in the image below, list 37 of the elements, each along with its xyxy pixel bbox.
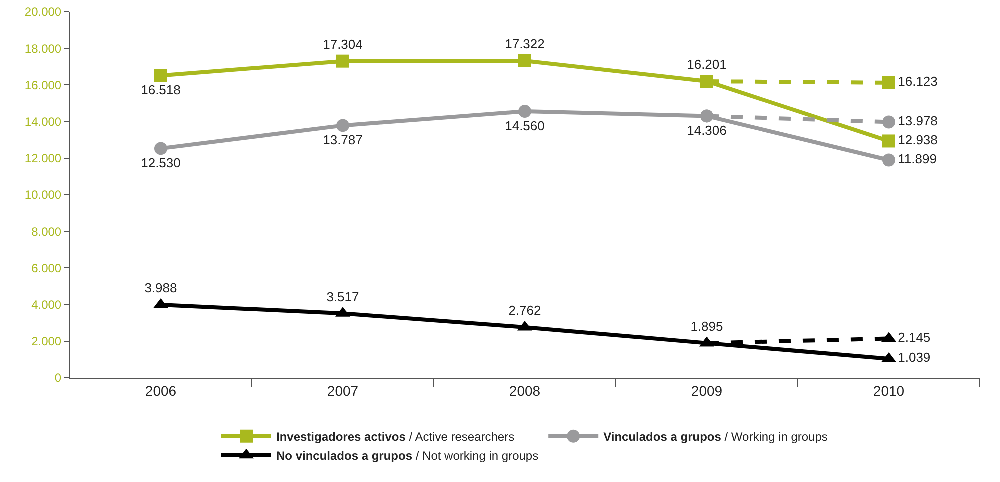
data-label: 11.899: [898, 152, 937, 166]
data-label: 14.306: [687, 123, 727, 138]
data-label: 13.978: [898, 113, 938, 128]
data-label: 17.304: [323, 36, 363, 52]
data-label: 2.145: [898, 330, 931, 345]
data-label: 1.895: [690, 318, 724, 334]
data-label: 16.201: [687, 57, 727, 72]
data-label: 17.322: [505, 36, 545, 52]
x-tick-label: 2007: [327, 382, 359, 399]
data-label: 1.039: [898, 350, 931, 366]
y-tick-label: 14.000: [24, 115, 62, 129]
y-tick-label: 10.000: [24, 188, 62, 202]
y-tick-label: 4.000: [32, 298, 62, 312]
x-tick-label: 2010: [873, 382, 905, 399]
data-label: 14.560: [505, 118, 545, 134]
y-tick-label: 6.000: [32, 261, 62, 276]
data-label: 16.518: [141, 82, 181, 98]
y-tick-label: 12.000: [24, 152, 62, 166]
legend-label: Investigadores activos / Active researchers: [276, 430, 515, 444]
y-tick-label: 18.000: [24, 42, 62, 56]
data-label: 3.517: [326, 289, 360, 304]
data-label: 12.938: [898, 132, 938, 148]
y-tick-label: 16.000: [24, 78, 62, 92]
data-label: 3.988: [144, 280, 178, 296]
legend-label: Vinculados a grupos / Working in groups: [604, 430, 828, 444]
data-label: 2.762: [508, 303, 542, 318]
data-label: 16.123: [898, 74, 938, 90]
x-tick-label: 2008: [509, 382, 541, 399]
y-tick-label: 20.000: [24, 5, 62, 20]
legend-label: No vinculados a grupos / Not working in groups: [276, 449, 539, 464]
x-tick-label: 2009: [691, 382, 723, 399]
y-tick-label: 2.000: [32, 334, 62, 349]
y-tick-label: 0: [54, 371, 62, 386]
data-label: 12.530: [141, 156, 181, 171]
y-tick-label: 8.000: [32, 224, 62, 239]
x-tick-label: 2006: [145, 382, 177, 399]
data-label: 13.787: [323, 132, 363, 148]
